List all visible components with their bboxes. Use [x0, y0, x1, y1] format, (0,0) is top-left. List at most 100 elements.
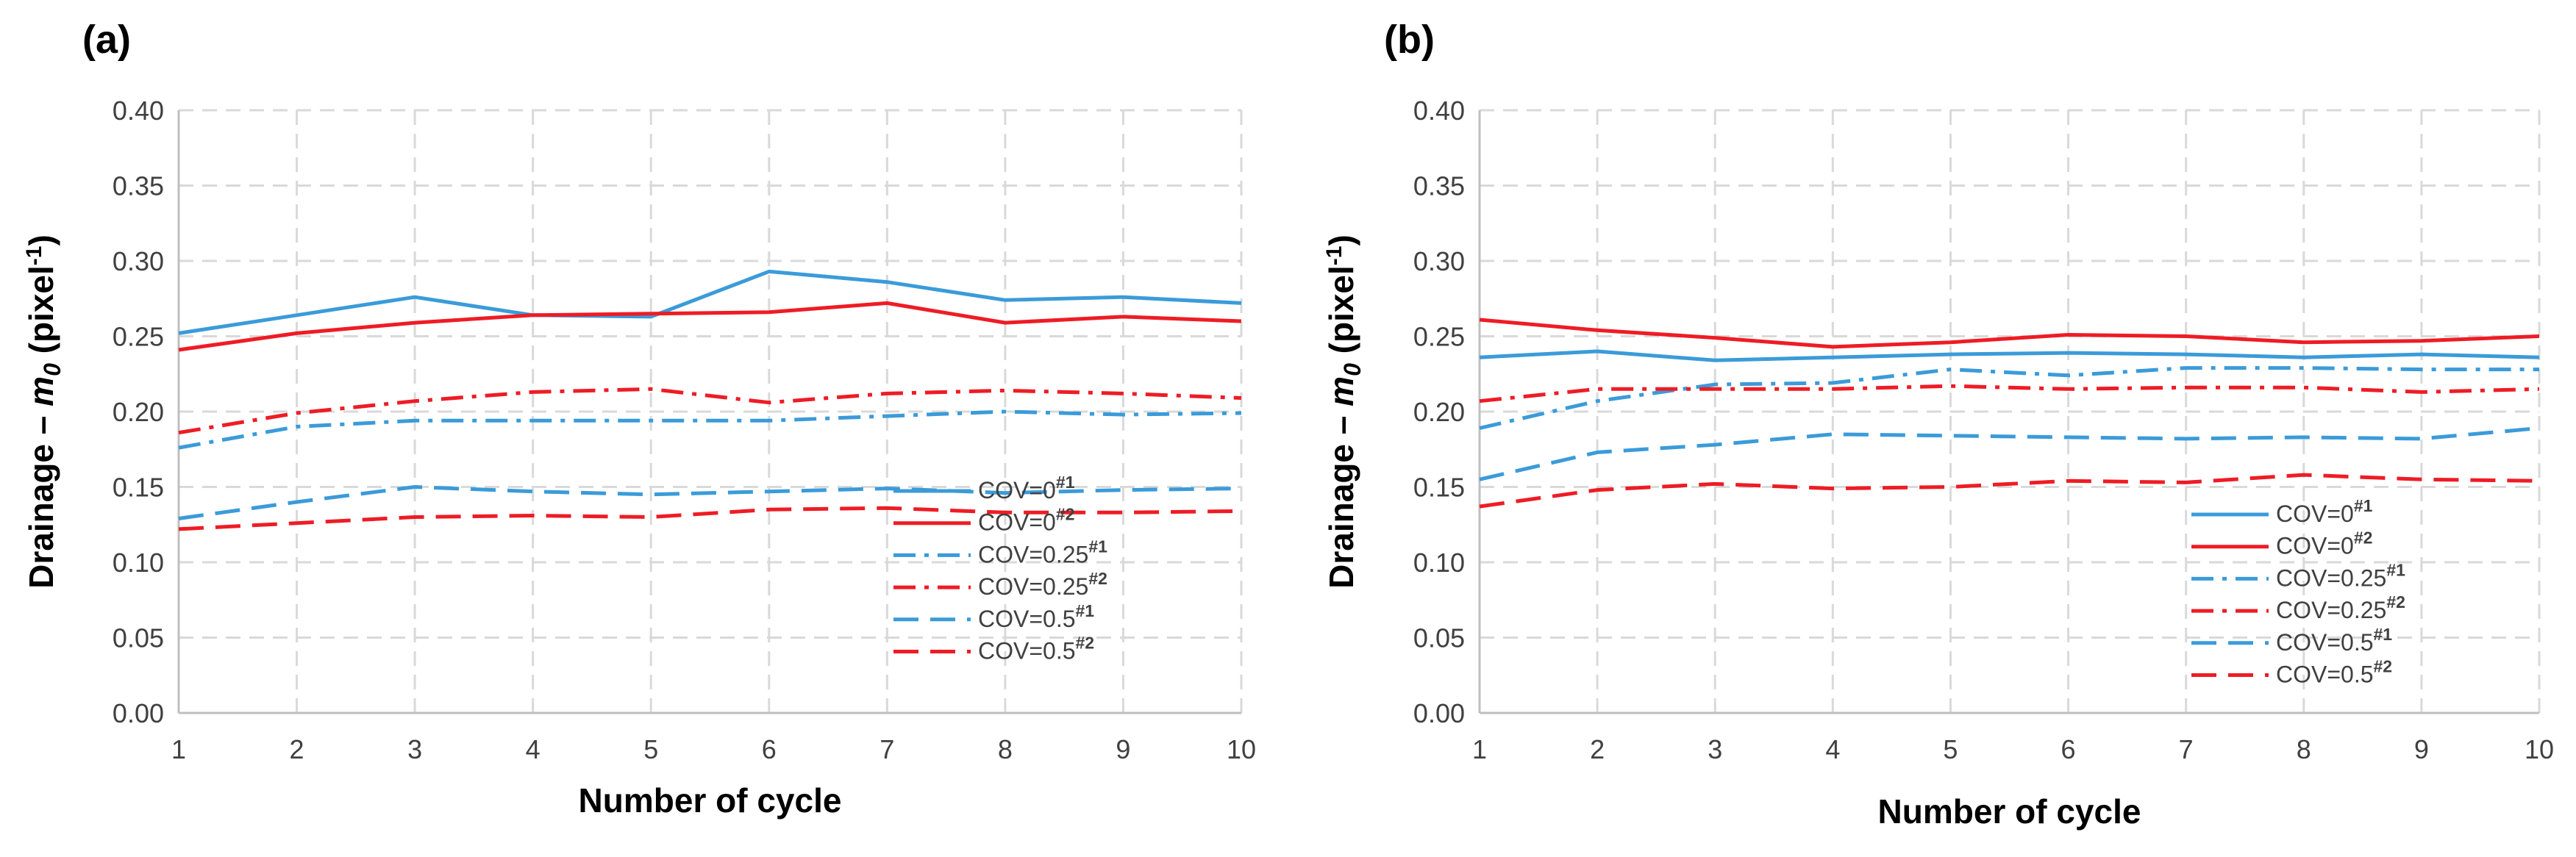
series-line-cov-0-n1 [178, 269, 1242, 335]
legend-entry: COV=0.25#2 [978, 569, 1107, 600]
series-line-cov-0-n1 [1479, 349, 2540, 362]
y-axis-title-close: ) [1322, 234, 1360, 245]
legend-entry-name: COV=0.5 [978, 638, 1076, 664]
x-tick-label: 8 [2297, 734, 2311, 764]
y-tick-label: 0.40 [113, 96, 164, 126]
y-tick-label: 0.20 [1413, 397, 1465, 427]
series-line-cov-0-25-n2 [1479, 384, 2540, 404]
legend-entry-name: COV=0 [2276, 501, 2354, 527]
y-tick-label: 0.30 [113, 246, 164, 276]
panel-label: (b) [1384, 18, 1435, 62]
x-tick-label: 3 [407, 734, 422, 764]
series-line-cov-0-25-n1 [1479, 366, 2539, 430]
y-axis-title-exp: -1 [22, 246, 46, 266]
x-tick-label: 4 [1825, 734, 1840, 764]
chart-panel-b: (b) 0.00 0.05 0.10 0.15 0.20 0.25 0.30 0.35 0.40 1… [1322, 18, 2554, 831]
legend-entry: COV=0.5#1 [2276, 625, 2392, 656]
legend-entry: COV=0#2 [978, 505, 1074, 536]
legend-entry-sup: #1 [2354, 496, 2373, 515]
x-tick-label: 8 [998, 734, 1013, 764]
legend-entry-sup: #2 [1076, 634, 1095, 653]
x-axis-title: Number of cycle [1878, 792, 2141, 831]
legend-entry-sup: #1 [2386, 560, 2405, 579]
legend-entry-sup: #2 [2386, 592, 2405, 612]
y-axis-title-sub: 0 [1339, 363, 1366, 376]
y-tick-label: 0.25 [1413, 322, 1465, 352]
y-axis-title-sub: 0 [39, 363, 65, 376]
series-line-cov-0-n2 [178, 301, 1242, 352]
legend-entry-name: COV=0.25 [978, 541, 1088, 567]
x-axis-title: Number of cycle [579, 781, 842, 820]
y-axis-title-text: Drainage – [1322, 406, 1360, 589]
y-tick-label: 0.30 [1413, 246, 1465, 276]
x-tick-label: 5 [643, 734, 658, 764]
series-line-cov-0-25-n1 [178, 409, 1242, 450]
legend-entry-sup: #1 [2374, 625, 2393, 644]
legend-entry: COV=0.25#1 [2276, 560, 2405, 591]
chart-panel-a: (a) 0.00 0.05 0.10 0.15 0.20 0.25 0.30 0.35 0.40 1… [22, 18, 1256, 820]
x-tick-label: 7 [880, 734, 894, 764]
legend-entry-name: COV=0.5 [978, 606, 1076, 632]
legend-entry-sup: #1 [1056, 473, 1075, 492]
legend-entry: COV=0.25#1 [978, 537, 1107, 567]
legend-entry: COV=0.25#2 [2276, 592, 2405, 623]
x-tick-label: 7 [2179, 734, 2194, 764]
legend-entry: COV=0#1 [2276, 496, 2373, 527]
y-tick-label: 0.05 [113, 623, 164, 653]
series-line-cov-0-25-n2 [178, 387, 1242, 435]
y-tick-label: 0.20 [113, 397, 164, 427]
y-tick-label: 0.15 [113, 473, 164, 503]
legend-entry-name: COV=0.5 [2276, 661, 2374, 688]
legend-entry: COV=0.5#2 [2276, 657, 2392, 688]
y-tick-label: 0.35 [1413, 171, 1465, 201]
legend-entry-name: COV=0 [978, 509, 1056, 536]
y-tick-label: 0.10 [1413, 548, 1465, 578]
legend-entry-sup: #1 [1088, 537, 1107, 556]
legend-entry-name: COV=0 [978, 477, 1056, 503]
y-axis-title-var: m [1322, 376, 1360, 406]
x-tick-label: 6 [2061, 734, 2076, 764]
y-axis-title-exp: -1 [1322, 246, 1346, 266]
series-line-cov-0-5-n2 [1479, 473, 2540, 509]
legend-entry-name: COV=0.25 [2276, 597, 2386, 623]
series-line-cov-0-5-n2 [178, 506, 1242, 531]
y-tick-label: 0.10 [113, 548, 164, 578]
x-tick-label: 1 [1472, 734, 1487, 764]
y-axis-title-unit: (pixel [1322, 265, 1360, 363]
x-tick-label: 6 [762, 734, 777, 764]
y-tick-label: 0.35 [113, 171, 164, 201]
y-tick-label: 0.15 [1413, 473, 1465, 503]
y-axis-title-close: ) [22, 234, 60, 245]
legend-entry-name: COV=0.25 [2276, 564, 2386, 591]
y-tick-label: 0.40 [1413, 96, 1465, 126]
x-tick-label: 5 [1943, 734, 1958, 764]
x-tick-label: 1 [171, 734, 186, 764]
y-tick-label: 0.00 [113, 698, 164, 728]
legend-entry: COV=0.5#1 [978, 601, 1094, 632]
series-line-cov-0-5-n1 [178, 485, 1242, 520]
legend-entry: COV=0#2 [2276, 528, 2372, 559]
x-tick-label: 9 [2414, 734, 2429, 764]
x-tick-label: 2 [290, 734, 304, 764]
x-tick-label: 10 [2525, 734, 2554, 764]
legend-entry-sup: #2 [2374, 657, 2393, 676]
x-tick-label: 2 [1590, 734, 1605, 764]
y-tick-label: 0.25 [113, 322, 164, 352]
legend-entry-name: COV=0.5 [2276, 629, 2374, 656]
x-tick-label: 10 [1227, 734, 1256, 764]
y-axis-title-text: Drainage – [22, 406, 60, 589]
x-tick-label: 3 [1708, 734, 1722, 764]
series-line-cov-0-5-n1 [1479, 426, 2540, 481]
y-axis-title: Drainage – m0 (pixel-1) [22, 234, 65, 589]
x-tick-label: 9 [1116, 734, 1130, 764]
x-tick-label: 4 [526, 734, 540, 764]
legend-entry-sup: #1 [1076, 601, 1095, 620]
panel-label: (a) [82, 18, 131, 62]
y-axis-title-unit: (pixel [22, 265, 60, 363]
legend-entry-name: COV=0.25 [978, 573, 1088, 600]
legend-entry-sup: #2 [2354, 528, 2373, 548]
legend-entry-name: COV=0 [2276, 533, 2354, 559]
legend-entry-sup: #2 [1056, 505, 1075, 524]
